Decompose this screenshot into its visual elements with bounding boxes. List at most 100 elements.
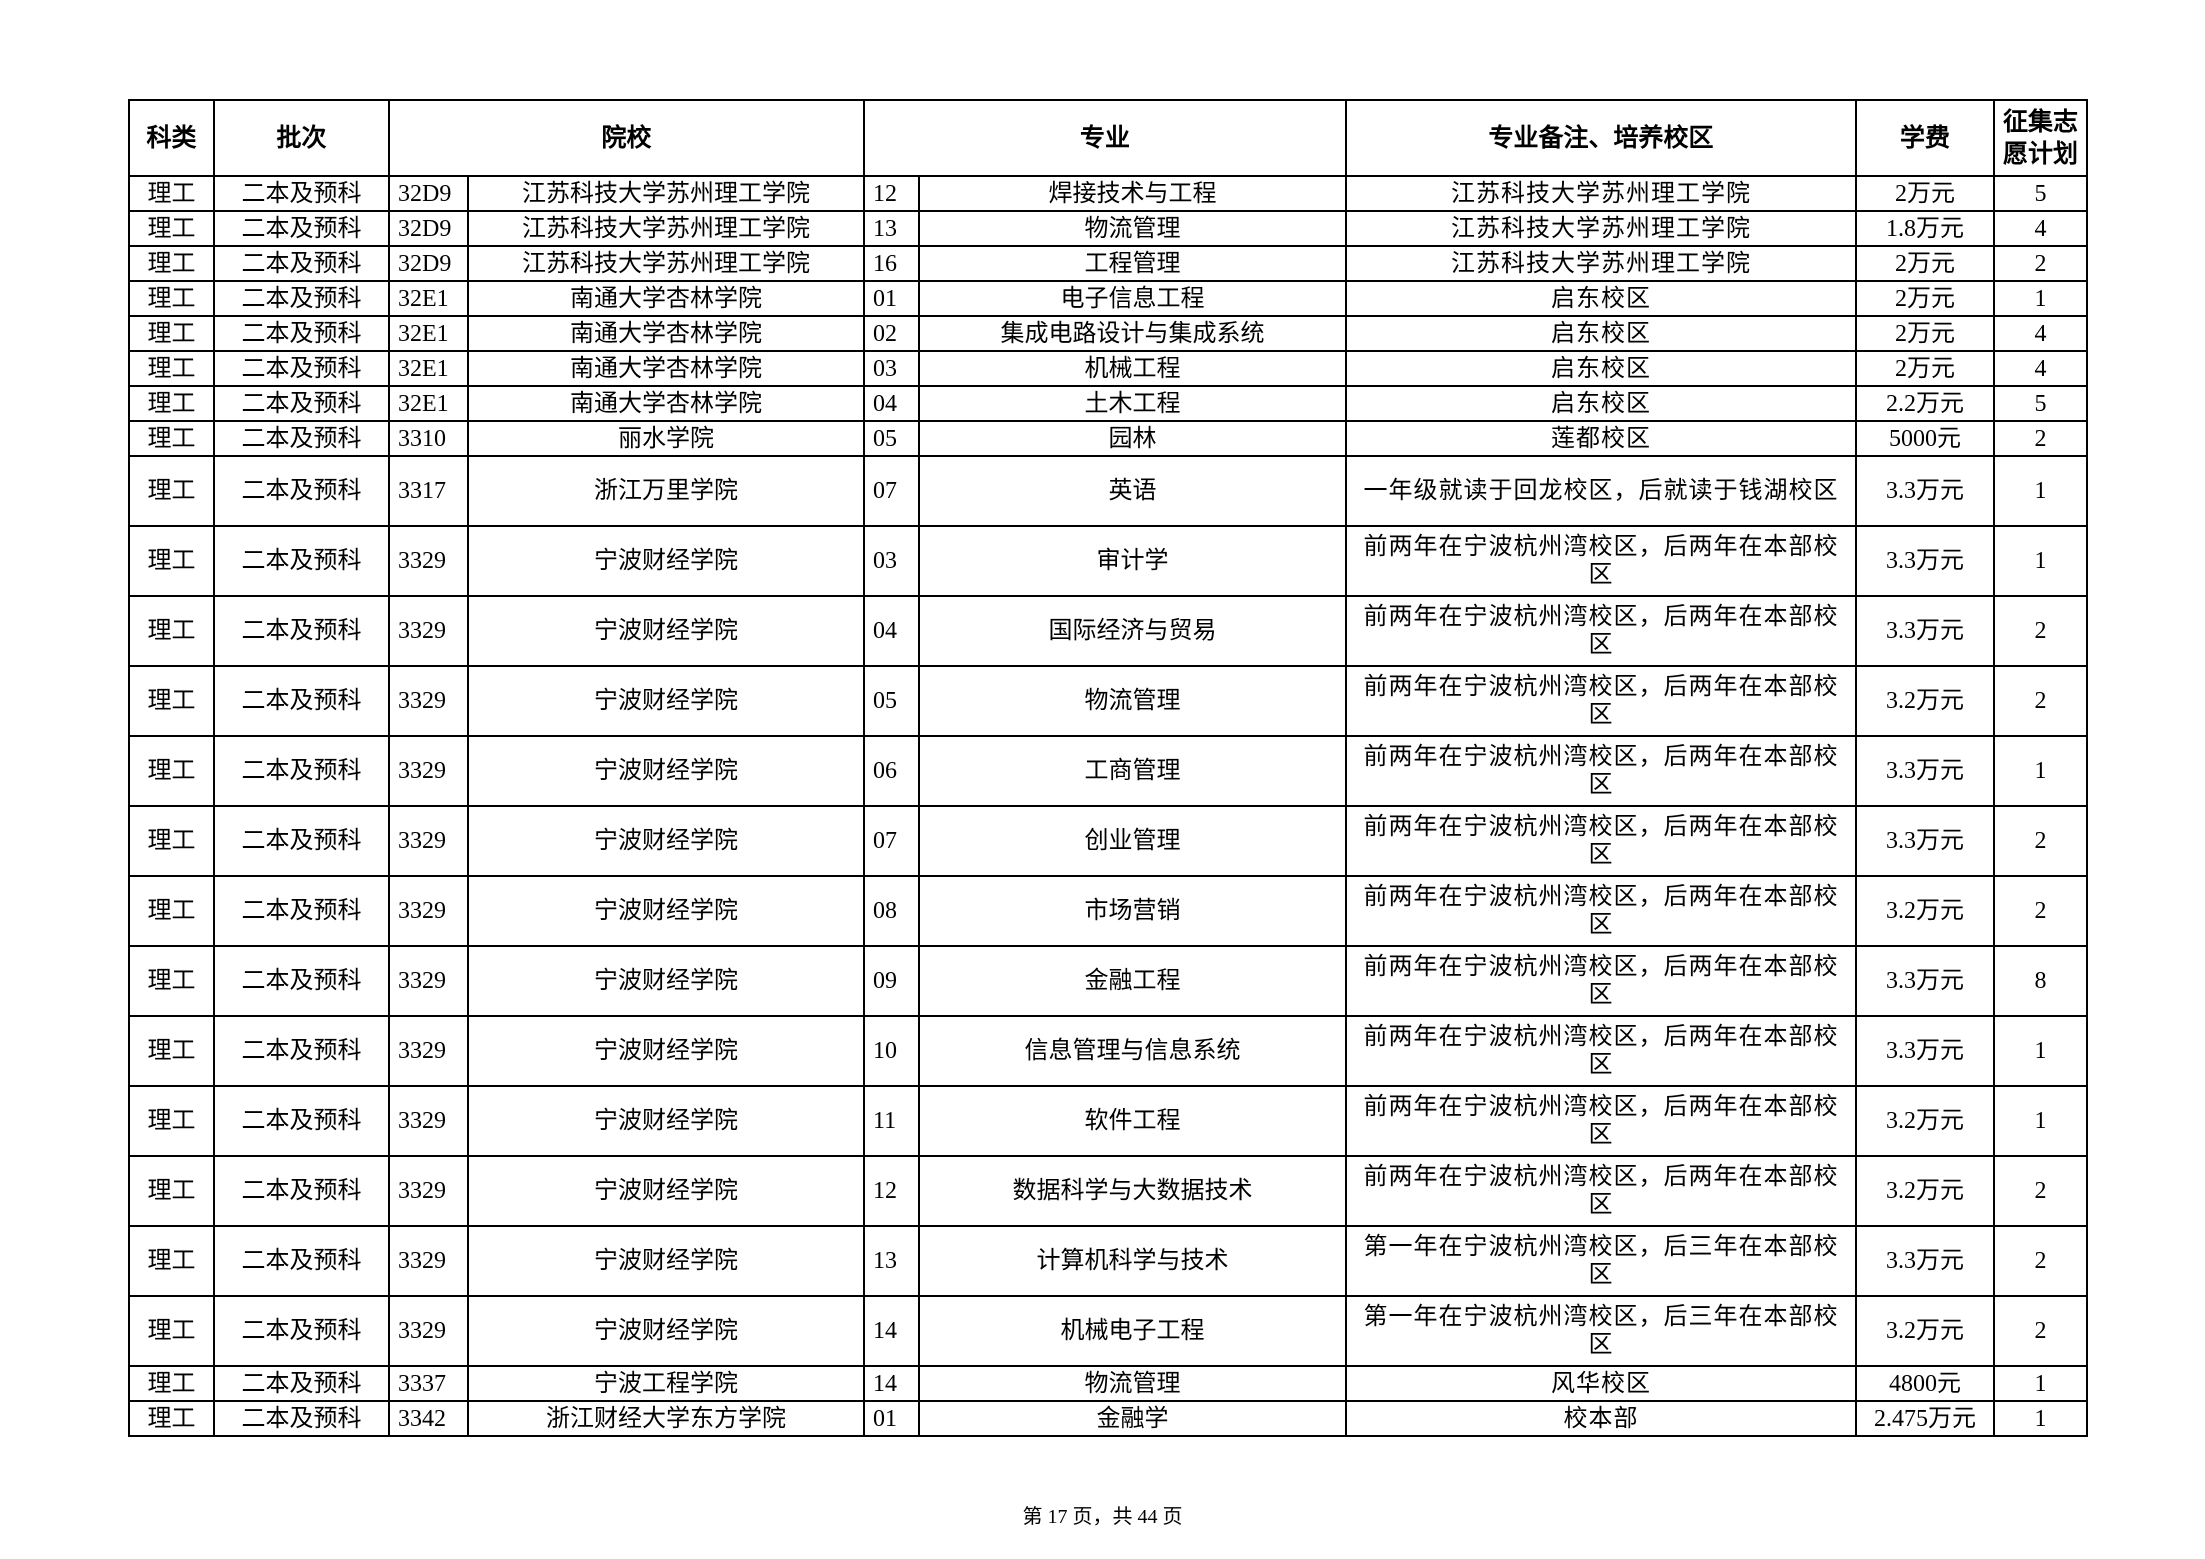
cell-batch: 二本及预科	[213, 1225, 390, 1297]
cell-major-name: 物流管理	[918, 210, 1348, 247]
table-row: 理工 二本及预科 3329 宁波财经学院 05 物流管理 前两年在宁波杭州湾校区，后两年在本…	[128, 665, 2089, 737]
cell-major-name: 土木工程	[918, 385, 1348, 422]
cell-batch: 二本及预科	[213, 385, 390, 422]
table-row: 理工 二本及预科 3329 宁波财经学院 09 金融工程 前两年在宁波杭州湾校区，后两年在本…	[128, 945, 2089, 1017]
cell-notes-campus: 前两年在宁波杭州湾校区，后两年在本部校区	[1345, 1085, 1858, 1157]
cell-school-code: 3329	[388, 1015, 469, 1087]
cell-major-code: 04	[863, 385, 921, 422]
cell-major-name: 国际经济与贸易	[918, 595, 1348, 667]
cell-notes-campus: 启东校区	[1345, 350, 1858, 387]
cell-school-name: 宁波财经学院	[466, 805, 866, 877]
cell-school-code: 3329	[388, 735, 469, 807]
cell-school-code: 32D9	[388, 210, 469, 247]
cell-notes-campus: 前两年在宁波杭州湾校区，后两年在本部校区	[1345, 805, 1858, 877]
table-row: 理工 二本及预科 3329 宁波财经学院 12 数据科学与大数据技术 前两年在宁波杭州湾校区…	[128, 1155, 2089, 1227]
cell-subject-type: 理工	[128, 665, 215, 737]
cell-school-code: 3342	[388, 1400, 469, 1437]
cell-notes-campus: 前两年在宁波杭州湾校区，后两年在本部校区	[1345, 1155, 1858, 1227]
cell-major-code: 13	[863, 1225, 921, 1297]
cell-plan-count: 1	[1993, 1015, 2089, 1087]
cell-plan-count: 1	[1993, 280, 2089, 317]
cell-school-name: 宁波财经学院	[466, 1155, 866, 1227]
cell-batch: 二本及预科	[213, 210, 390, 247]
cell-major-code: 14	[863, 1295, 921, 1367]
cell-plan-count: 5	[1993, 385, 2089, 422]
cell-tuition: 3.3万元	[1855, 805, 1996, 877]
cell-major-code: 03	[863, 350, 921, 387]
cell-notes-campus: 前两年在宁波杭州湾校区，后两年在本部校区	[1345, 875, 1858, 947]
cell-batch: 二本及预科	[213, 1155, 390, 1227]
cell-school-name: 南通大学杏林学院	[466, 315, 866, 352]
cell-school-code: 3329	[388, 875, 469, 947]
cell-tuition: 1.8万元	[1855, 210, 1996, 247]
table-row: 理工 二本及预科 32E1 南通大学杏林学院 03 机械工程 启东校区 2万元 4	[128, 350, 2089, 387]
cell-notes-campus: 江苏科技大学苏州理工学院	[1345, 175, 1858, 212]
cell-notes-campus: 前两年在宁波杭州湾校区，后两年在本部校区	[1345, 665, 1858, 737]
cell-plan-count: 1	[1993, 455, 2089, 527]
table-row: 理工 二本及预科 3329 宁波财经学院 14 机械电子工程 第一年在宁波杭州湾校区，后三年…	[128, 1295, 2089, 1367]
cell-school-name: 宁波工程学院	[466, 1365, 866, 1402]
cell-batch: 二本及预科	[213, 875, 390, 947]
cell-plan-count: 4	[1993, 210, 2089, 247]
admission-plan-table: 科类 批次 院校 专业 专业备注、培养校区 学费 征集志愿计划 理工 二本及预科 3…	[128, 99, 2089, 1437]
table-row: 理工 二本及预科 32D9 江苏科技大学苏州理工学院 13 物流管理 江苏科技大学苏州理工学…	[128, 210, 2089, 247]
cell-major-code: 13	[863, 210, 921, 247]
cell-plan-count: 5	[1993, 175, 2089, 212]
cell-school-name: 宁波财经学院	[466, 595, 866, 667]
cell-school-code: 32E1	[388, 350, 469, 387]
cell-major-name: 金融学	[918, 1400, 1348, 1437]
cell-batch: 二本及预科	[213, 945, 390, 1017]
cell-major-name: 机械电子工程	[918, 1295, 1348, 1367]
cell-notes-campus: 启东校区	[1345, 385, 1858, 422]
cell-major-name: 电子信息工程	[918, 280, 1348, 317]
cell-plan-count: 2	[1993, 595, 2089, 667]
table-body: 理工 二本及预科 32D9 江苏科技大学苏州理工学院 12 焊接技术与工程 江苏科技大学苏州…	[128, 175, 2089, 1437]
header-batch: 批次	[213, 99, 390, 177]
cell-major-name: 园林	[918, 420, 1348, 457]
cell-notes-campus: 前两年在宁波杭州湾校区，后两年在本部校区	[1345, 525, 1858, 597]
cell-school-name: 南通大学杏林学院	[466, 350, 866, 387]
cell-subject-type: 理工	[128, 1085, 215, 1157]
cell-major-code: 11	[863, 1085, 921, 1157]
header-plan: 征集志愿计划	[1993, 99, 2089, 177]
cell-subject-type: 理工	[128, 595, 215, 667]
cell-plan-count: 2	[1993, 1225, 2089, 1297]
cell-notes-campus: 前两年在宁波杭州湾校区，后两年在本部校区	[1345, 945, 1858, 1017]
cell-school-name: 宁波财经学院	[466, 1225, 866, 1297]
cell-subject-type: 理工	[128, 1400, 215, 1437]
cell-major-code: 01	[863, 280, 921, 317]
cell-school-code: 3329	[388, 1225, 469, 1297]
cell-major-name: 集成电路设计与集成系统	[918, 315, 1348, 352]
cell-school-name: 宁波财经学院	[466, 735, 866, 807]
cell-major-code: 01	[863, 1400, 921, 1437]
cell-tuition: 3.2万元	[1855, 1085, 1996, 1157]
cell-plan-count: 1	[1993, 1400, 2089, 1437]
cell-major-name: 金融工程	[918, 945, 1348, 1017]
cell-batch: 二本及预科	[213, 665, 390, 737]
table-row: 理工 二本及预科 3329 宁波财经学院 11 软件工程 前两年在宁波杭州湾校区，后两年在本…	[128, 1085, 2089, 1157]
cell-major-name: 数据科学与大数据技术	[918, 1155, 1348, 1227]
cell-plan-count: 2	[1993, 805, 2089, 877]
cell-subject-type: 理工	[128, 280, 215, 317]
cell-major-name: 物流管理	[918, 665, 1348, 737]
cell-school-name: 宁波财经学院	[466, 875, 866, 947]
cell-batch: 二本及预科	[213, 420, 390, 457]
cell-notes-campus: 第一年在宁波杭州湾校区，后三年在本部校区	[1345, 1295, 1858, 1367]
cell-major-code: 09	[863, 945, 921, 1017]
cell-major-name: 工程管理	[918, 245, 1348, 282]
cell-plan-count: 4	[1993, 350, 2089, 387]
cell-batch: 二本及预科	[213, 1015, 390, 1087]
cell-major-code: 07	[863, 805, 921, 877]
cell-school-name: 江苏科技大学苏州理工学院	[466, 175, 866, 212]
table-row: 理工 二本及预科 32E1 南通大学杏林学院 04 土木工程 启东校区 2.2万元 5	[128, 385, 2089, 422]
table-row: 理工 二本及预科 3329 宁波财经学院 08 市场营销 前两年在宁波杭州湾校区，后两年在本…	[128, 875, 2089, 947]
cell-school-code: 32E1	[388, 315, 469, 352]
cell-tuition: 3.3万元	[1855, 1225, 1996, 1297]
header-row: 科类 批次 院校 专业 专业备注、培养校区 学费 征集志愿计划	[128, 99, 2089, 177]
cell-subject-type: 理工	[128, 875, 215, 947]
table-row: 理工 二本及预科 3317 浙江万里学院 07 英语 一年级就读于回龙校区，后就读于钱湖校区…	[128, 455, 2089, 527]
cell-school-name: 江苏科技大学苏州理工学院	[466, 210, 866, 247]
header-tuition: 学费	[1855, 99, 1996, 177]
cell-major-code: 12	[863, 175, 921, 212]
cell-school-code: 32D9	[388, 245, 469, 282]
